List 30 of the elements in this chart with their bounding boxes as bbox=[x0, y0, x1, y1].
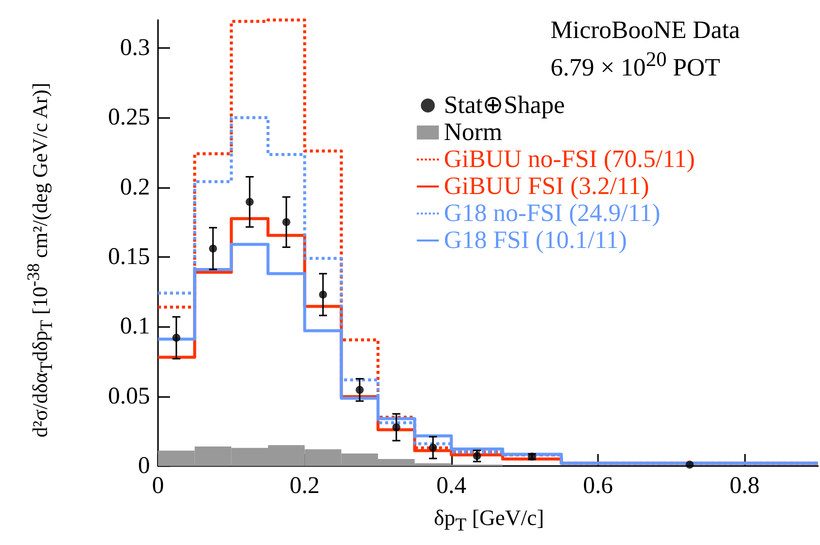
legend-label: G18 FSI (10.1/11) bbox=[444, 227, 627, 254]
y-tick-label: 0.05 bbox=[108, 383, 150, 410]
annotation: 6.79 × 10$^{20}$ POT bbox=[550, 46, 722, 82]
legend-label: GiBUU no-FSI (70.5/11) bbox=[444, 146, 696, 173]
point bbox=[356, 386, 364, 394]
point bbox=[319, 290, 327, 299]
y-tick-label: 0.1 bbox=[120, 314, 150, 340]
y-tick-label: 0.3 bbox=[120, 34, 150, 61]
x-tick-label: 0.6 bbox=[583, 473, 613, 499]
point bbox=[429, 444, 437, 452]
annotation: MicroBooNE Data bbox=[550, 16, 740, 45]
point bbox=[209, 244, 217, 253]
x-tick-label: 0.2 bbox=[290, 473, 320, 499]
y-tick-label: 0.25 bbox=[108, 104, 150, 131]
y-tick-label: 0.15 bbox=[108, 244, 150, 270]
point bbox=[282, 218, 290, 226]
legend-label: Norm bbox=[444, 119, 503, 146]
point bbox=[172, 334, 180, 342]
legend-label: G18 no-FSI (24.9/11) bbox=[444, 200, 660, 227]
point bbox=[473, 452, 481, 460]
legend-label: Stat⊕Shape bbox=[444, 92, 565, 119]
point bbox=[246, 198, 254, 206]
point bbox=[686, 460, 694, 469]
point bbox=[392, 423, 400, 432]
legend-label: GiBUU FSI (3.2/11) bbox=[444, 173, 650, 200]
x-tick-label: 0.8 bbox=[730, 473, 760, 499]
y-tick-label: 0.2 bbox=[120, 174, 150, 200]
x-axis-title: δp$_{T}$ [GeV/c] bbox=[432, 505, 546, 536]
y-tick-label: 0 bbox=[138, 453, 150, 479]
x-tick-label: 0.4 bbox=[436, 473, 466, 499]
